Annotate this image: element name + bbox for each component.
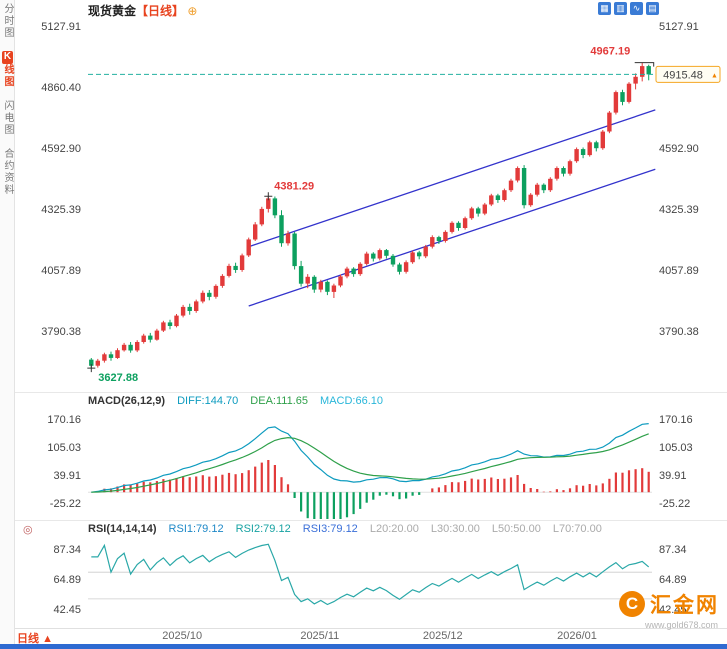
instrument-title: 现货黄金	[88, 4, 137, 18]
svg-text:-25.22: -25.22	[50, 498, 81, 510]
sidebar: 分时图 K线图闪电图合约资料	[0, 0, 15, 644]
toolbar-grid-icon[interactable]: ▦	[598, 2, 611, 15]
svg-text:4057.89: 4057.89	[659, 265, 699, 277]
candles	[89, 62, 651, 369]
site-logo-icon: C	[619, 591, 645, 617]
toolbar-candle-icon[interactable]: ▥	[614, 2, 627, 15]
rsi2-value: RSI2:79.12	[235, 523, 291, 535]
dea-line	[91, 433, 649, 493]
rsi1-value: RSI1:79.12	[168, 523, 224, 535]
price-chart[interactable]: 5127.91 5127.91 4860.40 4592.90 4592.90 4325.…	[15, 18, 727, 392]
chart-header: 现货黄金【日线】 ⊕ ▦ ▥ ∿ ▤	[15, 0, 727, 18]
macd-header: MACD(26,12,9) DIFF:144.70 DEA:111.65 MAC…	[88, 395, 650, 409]
macd-label: MACD(26,12,9)	[88, 395, 166, 407]
bottom-scrollbar[interactable]	[0, 644, 727, 649]
macd-histogram	[96, 460, 650, 519]
main-area: 现货黄金【日线】 ⊕ ▦ ▥ ∿ ▤ 5127.91 5127.91 4860.40 459…	[15, 0, 727, 649]
time-label: 2026/01	[557, 630, 597, 642]
macd-diff-value: DIFF:144.70	[177, 395, 239, 407]
current-price-tag: 4915.48 ▲	[655, 65, 721, 83]
svg-text:3790.38: 3790.38	[659, 326, 699, 338]
time-label: 2025/10	[162, 630, 203, 642]
svg-text:5127.91: 5127.91	[41, 21, 81, 33]
rsi-panel: ◎ RSI(14,14,14) RSI1:79.12 RSI2:79.12 RS…	[15, 520, 727, 628]
macd-chart[interactable]: 170.16 170.16 105.03 105.03 39.91 39.91 -25.22…	[15, 411, 727, 521]
rsi3-value: RSI3:79.12	[302, 523, 358, 535]
chart-settings-icon[interactable]: ⊕	[187, 4, 198, 18]
svg-text:▲: ▲	[711, 72, 718, 79]
svg-text:170.16: 170.16	[47, 414, 81, 426]
svg-text:39.91: 39.91	[659, 470, 687, 482]
sidebar-item-kline[interactable]: K线图	[2, 51, 13, 88]
low-marker	[87, 364, 96, 373]
annotation-peak: 4381.29	[274, 180, 314, 192]
rsi-chart[interactable]: 87.34 87.34 64.89 64.89 42.45 42.45	[15, 539, 727, 629]
toolbar-panel-icon[interactable]: ▤	[646, 2, 659, 15]
macd-macd-value: MACD:66.10	[320, 395, 384, 407]
rsi-l70-value: L70:70.00	[552, 523, 602, 535]
svg-text:4325.39: 4325.39	[659, 204, 699, 216]
site-url: www.gold678.com	[644, 620, 718, 630]
period-tag[interactable]: 【日线】	[136, 4, 185, 18]
time-axis: 日线 ▲ 2025/10 2025/11 2025/12 2026/01	[15, 628, 727, 645]
svg-text:64.89: 64.89	[53, 574, 81, 586]
rsi-label: RSI(14,14,14)	[88, 523, 157, 535]
svg-text:170.16: 170.16	[659, 414, 693, 426]
rsi-line	[91, 543, 650, 606]
period-selector[interactable]: 日线 ▲	[17, 633, 53, 645]
svg-text:4592.90: 4592.90	[41, 143, 81, 155]
time-label: 2025/12	[422, 630, 463, 642]
time-label: 2025/11	[300, 630, 340, 642]
annotation-high: 4967.19	[590, 46, 630, 58]
diff-line	[91, 423, 649, 493]
rsi-header: RSI(14,14,14) RSI1:79.12 RSI2:79.12 RSI3…	[88, 523, 650, 537]
macd-dea-value: DEA:111.65	[250, 395, 308, 407]
svg-text:4592.90: 4592.90	[659, 143, 699, 155]
svg-text:3790.38: 3790.38	[41, 326, 81, 338]
svg-text:87.34: 87.34	[53, 544, 81, 556]
sidebar-item-flash[interactable]: 闪电图	[2, 100, 13, 136]
svg-text:64.89: 64.89	[659, 574, 687, 586]
svg-text:42.45: 42.45	[659, 604, 687, 616]
triangle-up-icon: ▲	[42, 633, 53, 645]
toolbar-line-icon[interactable]: ∿	[630, 2, 643, 15]
channel-upper-line	[248, 109, 656, 248]
svg-text:42.45: 42.45	[53, 604, 81, 616]
svg-text:87.34: 87.34	[659, 544, 687, 556]
svg-text:4915.48: 4915.48	[663, 69, 703, 81]
annotation-low: 3627.88	[98, 372, 138, 384]
svg-text:4860.40: 4860.40	[41, 82, 81, 94]
high-marker	[634, 62, 655, 67]
svg-text:4325.39: 4325.39	[41, 204, 81, 216]
sidebar-item-time[interactable]: 分时图	[2, 3, 13, 39]
peak-marker	[264, 192, 273, 201]
site-name: 汇金网	[650, 594, 719, 617]
svg-text:4057.89: 4057.89	[41, 265, 81, 277]
macd-panel: MACD(26,12,9) DIFF:144.70 DEA:111.65 MAC…	[15, 392, 727, 520]
chart-toolbar: ▦ ▥ ∿ ▤	[598, 2, 659, 15]
svg-text:105.03: 105.03	[47, 442, 81, 454]
rsi-l50-value: L50:50.00	[491, 523, 541, 535]
site-watermark: C 汇金网 www.gold678.com	[619, 589, 719, 630]
price-panel: 5127.91 5127.91 4860.40 4592.90 4592.90 4325.…	[15, 18, 727, 392]
svg-text:-25.22: -25.22	[659, 498, 690, 510]
rsi-l20-value: L20:20.00	[369, 523, 419, 535]
rsi-l30-value: L30:30.00	[430, 523, 480, 535]
rsi-settings-icon[interactable]: ◎	[23, 524, 33, 536]
svg-text:105.03: 105.03	[659, 442, 693, 454]
svg-text:5127.91: 5127.91	[659, 21, 699, 33]
sidebar-item-contract[interactable]: 合约资料	[2, 148, 13, 196]
svg-text:39.91: 39.91	[53, 470, 81, 482]
